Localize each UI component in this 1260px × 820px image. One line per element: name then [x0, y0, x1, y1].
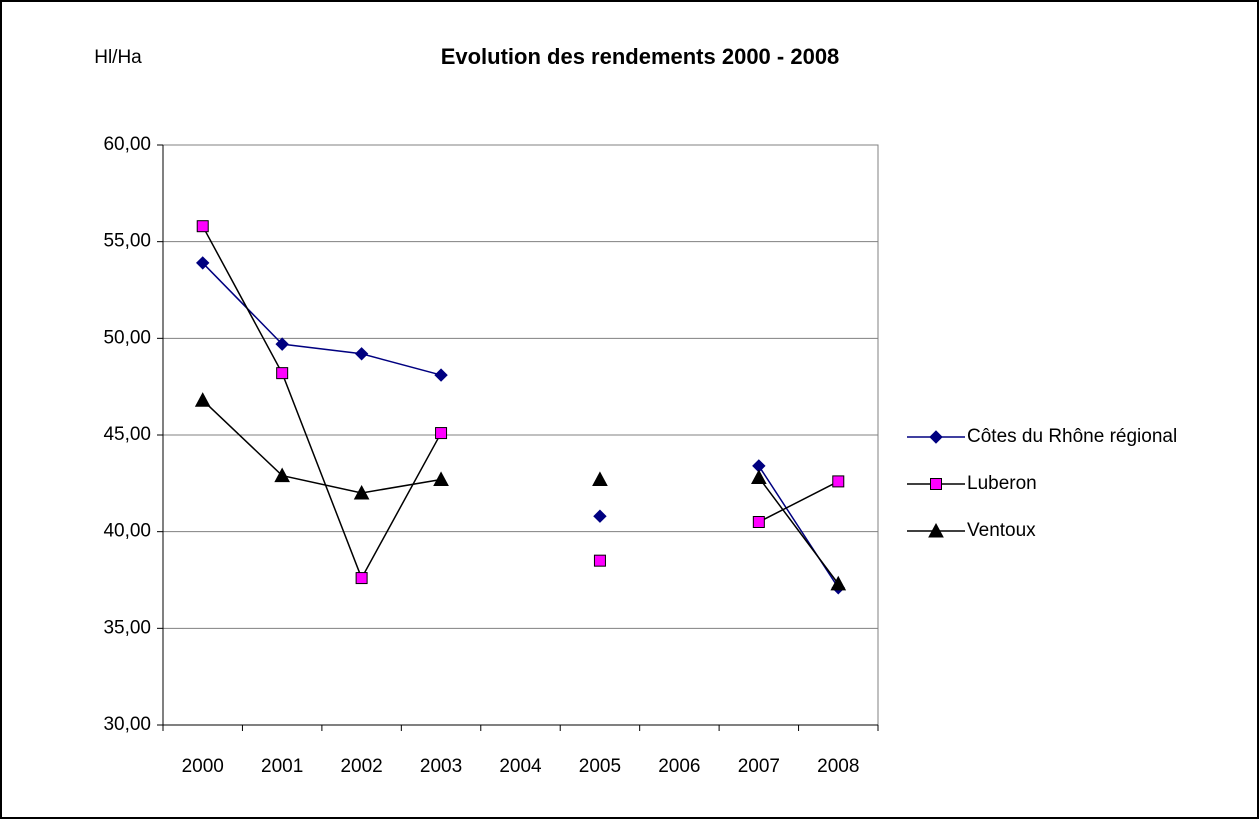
- data-point: [750, 469, 767, 485]
- y-tick-label: 55,00: [103, 231, 151, 252]
- series-line: [202, 399, 839, 585]
- x-tick-label: 2004: [499, 756, 542, 777]
- data-point: [433, 471, 449, 486]
- x-tick-label: 2000: [182, 756, 224, 777]
- legend-marker: [929, 430, 943, 444]
- series-line: [202, 225, 839, 580]
- data-point: [752, 516, 765, 528]
- data-point: [353, 484, 370, 500]
- data-point: [194, 392, 211, 407]
- data-point: [434, 368, 448, 382]
- data-point: [355, 572, 368, 585]
- data-point: [276, 367, 289, 380]
- data-point: [830, 575, 847, 591]
- data-point: [275, 337, 289, 351]
- x-tick-label: 2007: [738, 756, 780, 777]
- y-tick-label: 35,00: [103, 617, 151, 638]
- data-point: [196, 256, 210, 270]
- x-tick-label: 2003: [420, 756, 462, 777]
- data-point: [592, 471, 608, 486]
- data-point: [354, 347, 369, 361]
- data-point: [832, 475, 845, 488]
- x-tick-label: 2001: [261, 756, 303, 777]
- x-tick-label: 2008: [817, 756, 859, 777]
- data-point: [274, 467, 291, 483]
- y-tick-label: 30,00: [103, 714, 151, 735]
- y-tick-label: 50,00: [103, 327, 151, 348]
- data-point: [196, 220, 209, 233]
- series-line: [202, 262, 839, 589]
- x-tick-label: 2002: [340, 756, 382, 777]
- x-tick-label: 2006: [658, 756, 700, 777]
- y-tick-label: 60,00: [103, 134, 151, 155]
- x-tick-label: 2005: [579, 756, 621, 777]
- legend-label: Côtes du Rhône régional: [967, 426, 1177, 447]
- data-point: [593, 509, 607, 523]
- data-point: [593, 554, 606, 567]
- y-axis-label: Hl/Ha: [94, 47, 142, 68]
- legend-marker: [930, 478, 942, 490]
- data-point: [435, 427, 448, 440]
- legend-label: Luberon: [967, 473, 1037, 494]
- y-tick-label: 45,00: [103, 424, 151, 445]
- legend-label: Ventoux: [967, 520, 1036, 541]
- chart-title: Evolution des rendements 2000 - 2008: [441, 44, 840, 69]
- y-tick-label: 40,00: [103, 521, 151, 542]
- legend-marker: [928, 522, 944, 538]
